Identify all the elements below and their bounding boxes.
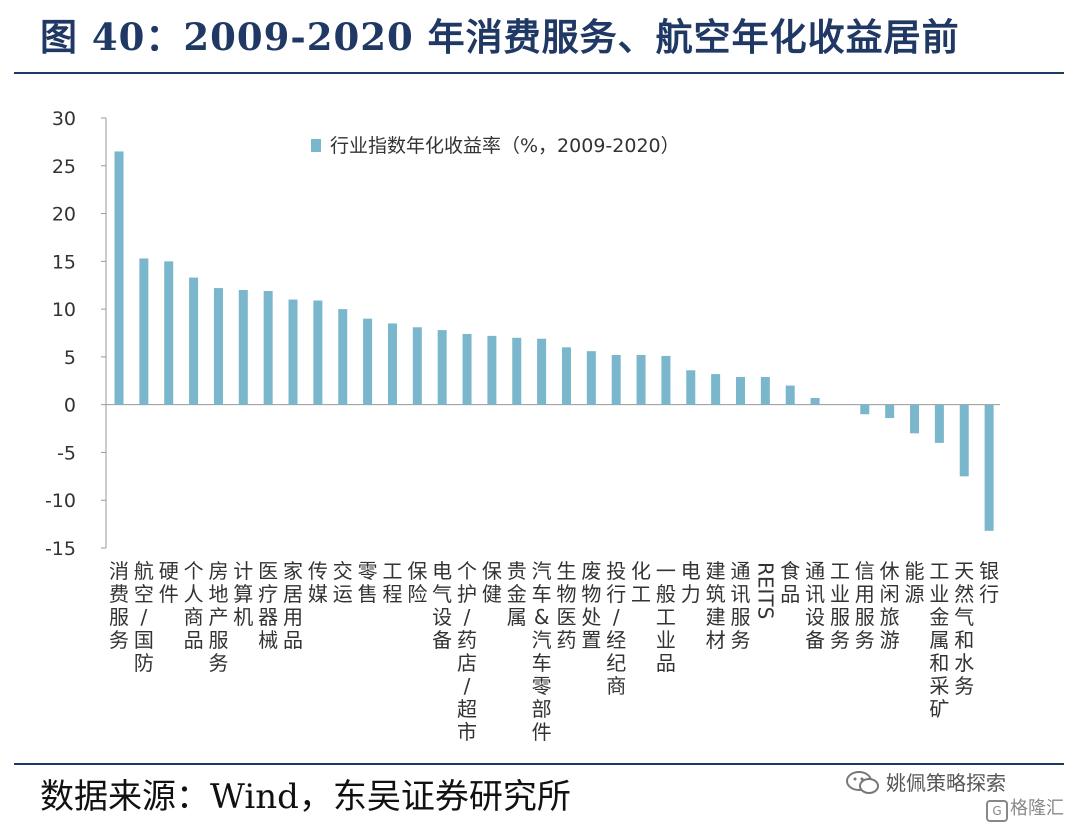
bar: [711, 374, 721, 405]
bar: [810, 397, 820, 405]
bar: [114, 151, 124, 405]
y-tick-label: 15: [52, 251, 76, 273]
bar: [462, 333, 472, 405]
bar: [984, 404, 994, 531]
bar: [288, 299, 298, 405]
bar: [686, 370, 696, 405]
figure-title: 图 40：2009-2020 年消费服务、航空年化收益居前: [40, 15, 960, 59]
bar: [238, 290, 248, 405]
y-tick-label: -15: [45, 538, 76, 560]
x-tick-label: 工业金属和采矿: [929, 559, 949, 721]
bar: [760, 376, 770, 405]
wechat-icon: [846, 771, 879, 794]
y-tick-label: 10: [52, 299, 76, 321]
legend-swatch: [311, 139, 321, 152]
bars: [114, 151, 994, 531]
x-tick-label: 房地产服务: [208, 559, 228, 675]
x-tick-label: 硬件: [159, 559, 179, 606]
bar: [387, 323, 397, 405]
bar: [313, 300, 323, 405]
x-tick-label: 银行: [979, 559, 999, 606]
x-tick-label: 消费服务: [109, 559, 129, 652]
x-tick-label: 家居用品: [283, 559, 303, 652]
bar: [785, 385, 795, 405]
bar: [586, 351, 596, 405]
bar: [512, 337, 522, 405]
x-tick-label: 信用服务: [855, 559, 875, 652]
bar: [561, 347, 571, 405]
x-tick-label: 个护/药店/超市: [457, 559, 477, 744]
bar: [959, 404, 969, 477]
x-tick-label: 建筑建材: [706, 559, 726, 652]
bar: [189, 277, 199, 405]
watermark-name: 姚佩策略探索: [886, 771, 1006, 795]
x-tick-label: 食品: [780, 559, 800, 606]
x-tick-label: 工业服务: [830, 559, 850, 652]
x-tick-label: 贵金属: [507, 559, 527, 629]
x-tick-label: 化工: [631, 559, 651, 606]
x-axis-labels: 消费服务航空/国防硬件个人商品房地产服务计算机医疗器械家居用品传媒交运零售工程保…: [109, 559, 999, 744]
bar: [636, 354, 646, 405]
bar: [164, 261, 174, 405]
title-divider: [14, 72, 1064, 74]
y-tick-label: 0: [64, 395, 76, 417]
x-tick-label: 传媒: [308, 559, 328, 606]
x-tick-label: 汽车&汽车零部件: [532, 559, 552, 744]
y-axis: 30 25 20 15 10 5 0 -5 -10 -15: [45, 108, 1000, 560]
x-tick-label: 休闲旅游: [880, 559, 900, 652]
x-tick-label: 个人商品: [184, 559, 204, 652]
x-tick-label: 计算机: [233, 559, 253, 629]
x-tick-label: 通讯设备: [805, 559, 825, 652]
x-tick-label: 一般工业品: [656, 559, 676, 675]
bar: [437, 330, 447, 405]
y-tick-label: 30: [52, 108, 76, 130]
data-source: 数据来源：Wind，东吴证券研究所: [40, 777, 571, 817]
legend-label: 行业指数年化收益率（%，2009-2020）: [330, 135, 680, 157]
y-tick-label: -5: [57, 442, 76, 464]
source-divider: [14, 763, 1064, 765]
x-tick-label: 零售: [358, 559, 378, 606]
x-tick-label: 航空/国防: [134, 559, 154, 675]
bar: [885, 404, 895, 419]
bar: [412, 327, 422, 405]
legend: 行业指数年化收益率（%，2009-2020）: [311, 135, 680, 157]
x-tick-label: 工程: [382, 559, 402, 606]
y-tick-label: 20: [52, 204, 76, 226]
bar: [338, 309, 348, 405]
x-tick-label: REITS: [753, 562, 777, 619]
gelonghui-logo-icon: G: [986, 800, 1008, 822]
watermark-sub: 格隆汇: [1010, 798, 1064, 819]
x-tick-label: 废物处置: [581, 559, 601, 652]
x-tick-label: 能源: [905, 559, 925, 606]
bar: [860, 404, 870, 415]
bar: [661, 355, 671, 405]
x-tick-label: 保险: [407, 559, 427, 606]
bar: [213, 288, 223, 405]
x-tick-label: 电力: [681, 559, 701, 606]
bar: [537, 338, 547, 405]
x-tick-label: 天然气和水务: [954, 559, 974, 698]
bar: [263, 290, 273, 405]
x-tick-label: 通讯服务: [731, 559, 751, 652]
bar: [487, 335, 497, 405]
bar: [736, 376, 745, 405]
watermark: 姚佩策略探索 G 格隆汇: [846, 766, 1066, 824]
bar: [910, 404, 920, 434]
bar: [934, 404, 944, 443]
bar: [363, 318, 373, 405]
x-tick-label: 投行/经纪商: [606, 559, 626, 698]
x-tick-label: 交运: [333, 559, 353, 606]
x-tick-label: 电气设备: [432, 559, 452, 652]
bar: [139, 258, 149, 405]
x-tick-label: 保健: [482, 559, 502, 606]
y-tick-label: 25: [52, 156, 76, 178]
bar-chart: 30 25 20 15 10 5 0 -5 -10 -15 消费服务航空/国防硬件个人商品房地产服…: [45, 108, 1000, 744]
y-tick-label: -10: [45, 490, 76, 512]
y-tick-label: 5: [64, 347, 76, 369]
bar: [611, 354, 621, 405]
x-tick-label: 医疗器械: [258, 559, 278, 652]
x-tick-label: 生物医药: [556, 559, 576, 652]
